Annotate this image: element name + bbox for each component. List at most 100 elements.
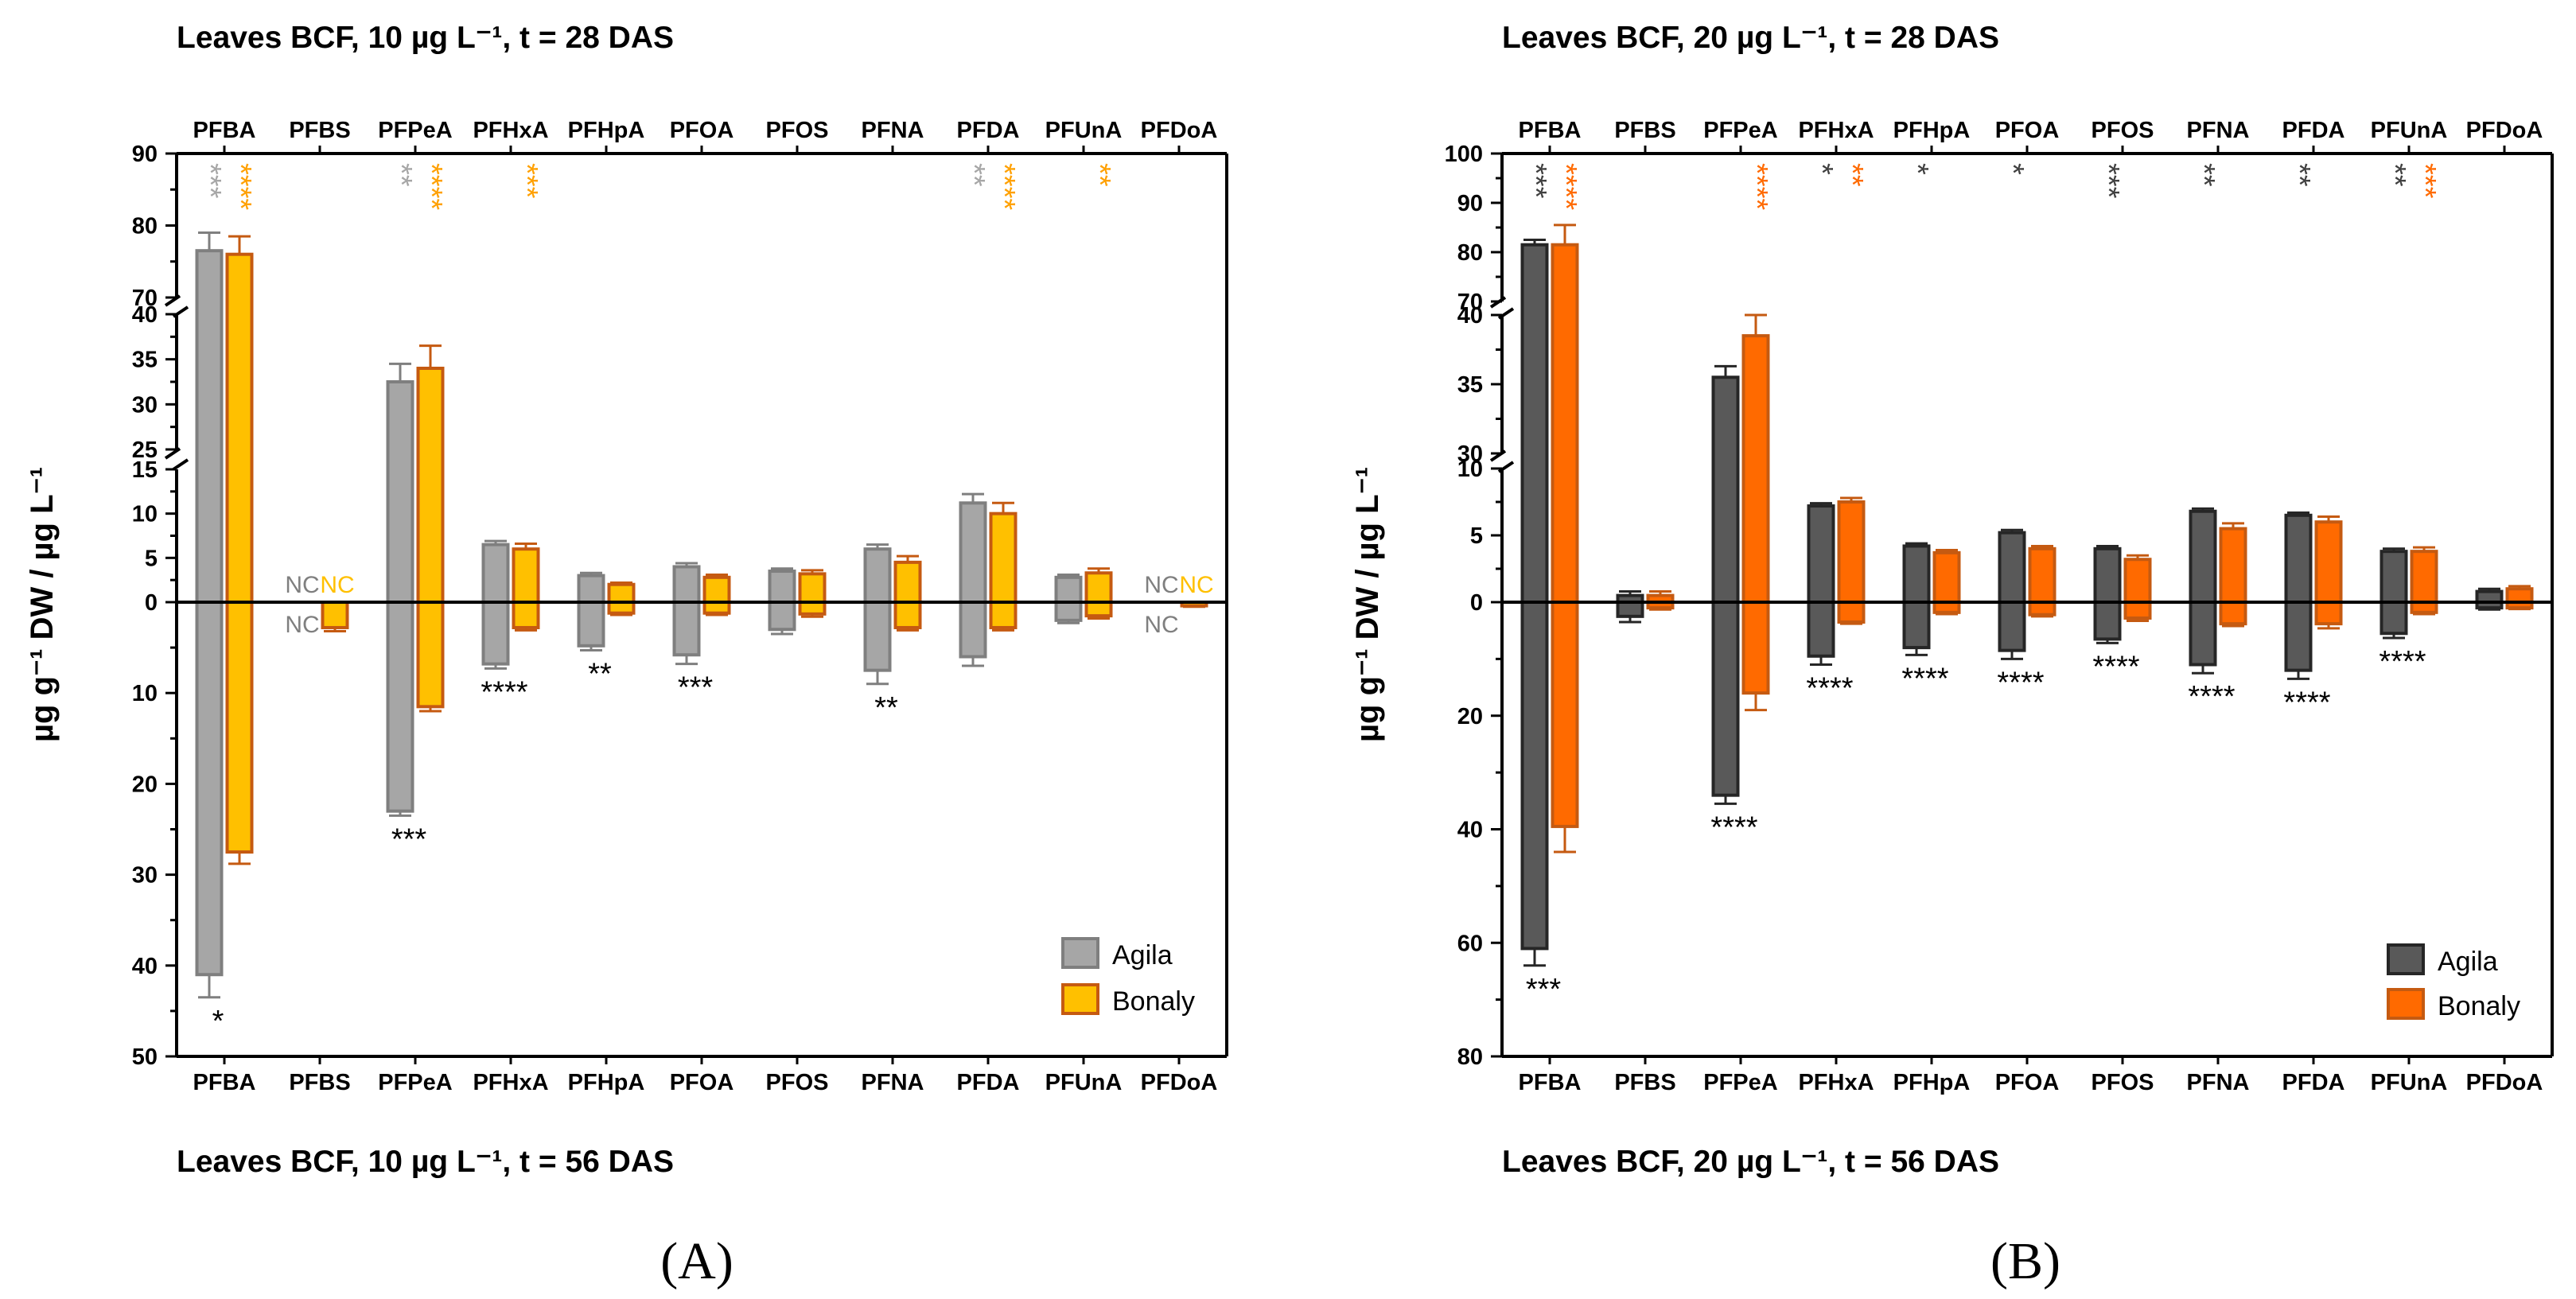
category-label-top: PFOA bbox=[1995, 118, 2060, 143]
category-label-top: PFBA bbox=[1519, 118, 1582, 143]
nc-label-up: NC bbox=[1179, 572, 1213, 598]
bar-bonaly-up bbox=[512, 547, 540, 605]
y-tick-label: 70 bbox=[132, 286, 158, 311]
bar-bonaly-up bbox=[1837, 500, 1866, 604]
category-label-top: PFNA bbox=[862, 118, 924, 143]
y-tick-label: 40 bbox=[1457, 303, 1483, 329]
significance-bottom: **** bbox=[1710, 811, 1757, 844]
category-label-top: PFBS bbox=[289, 118, 350, 143]
bar-bonaly-down bbox=[321, 601, 349, 629]
bar-agila-down bbox=[577, 601, 605, 648]
category-label-top: PFHpA bbox=[568, 118, 645, 143]
significance-bottom: **** bbox=[2283, 686, 2330, 719]
significance-top-bonaly: ** bbox=[1083, 163, 1116, 187]
significance-top-agila: *** bbox=[1519, 163, 1552, 199]
bar-bonaly-up bbox=[798, 572, 827, 605]
bar-agila-up bbox=[2189, 509, 2217, 605]
bar-bonaly-up bbox=[2219, 527, 2247, 604]
bar-bonaly-down bbox=[893, 601, 922, 629]
category-label-top: PFUnA bbox=[2371, 118, 2448, 143]
legend-swatch-bonaly bbox=[1061, 983, 1099, 1015]
panel-label: (A) bbox=[660, 1232, 733, 1290]
legend-label-bonaly: Bonaly bbox=[1112, 986, 1195, 1017]
legend-label-agila: Agila bbox=[2438, 947, 2498, 977]
y-tick-label: 30 bbox=[1457, 441, 1483, 467]
bar-bonaly-down bbox=[416, 601, 445, 709]
category-label-top: PFDA bbox=[957, 118, 1020, 143]
y-tick-label: 80 bbox=[132, 214, 158, 239]
nc-label-up: NC bbox=[1144, 572, 1178, 598]
category-label-bottom: PFBS bbox=[1614, 1070, 1675, 1095]
category-label-bottom: PFDoA bbox=[1141, 1070, 1218, 1095]
category-label-bottom: PFOS bbox=[766, 1070, 829, 1095]
axis-break-mark bbox=[1497, 461, 1515, 473]
legend-swatch-agila bbox=[2387, 943, 2425, 975]
bar-bonaly-up bbox=[702, 575, 731, 604]
bar-agila-up bbox=[672, 565, 701, 605]
bar-agila-down bbox=[1998, 601, 2026, 652]
bar-agila-up bbox=[1998, 531, 2026, 605]
bar-bonaly-down bbox=[1741, 601, 1770, 695]
significance-bottom: ** bbox=[588, 658, 612, 691]
significance-bottom: *** bbox=[678, 671, 714, 705]
bar-agila-up bbox=[577, 574, 605, 604]
bar-bonaly-up bbox=[607, 582, 636, 605]
bar-bonaly-up bbox=[2314, 520, 2343, 605]
y-tick-label: 35 bbox=[1457, 372, 1483, 398]
bar-bonaly-up bbox=[989, 511, 1018, 605]
bar-bonaly-up bbox=[416, 367, 445, 604]
significance-top-agila: *** bbox=[2092, 163, 2125, 199]
category-label-bottom: PFDoA bbox=[2466, 1070, 2543, 1095]
significance-bottom: **** bbox=[2092, 650, 2139, 683]
significance-top-bonaly: **** bbox=[987, 163, 1021, 210]
y-tick-label: 10 bbox=[132, 681, 158, 706]
y-tick-label: 40 bbox=[132, 302, 158, 328]
bar-bonaly-up bbox=[2505, 587, 2534, 605]
significance-bottom: *** bbox=[1526, 973, 1562, 1006]
bar-bonaly-up bbox=[2028, 546, 2057, 604]
category-label-bottom: PFBA bbox=[193, 1070, 256, 1095]
significance-top-agila: * bbox=[1996, 163, 2029, 175]
significance-bottom: **** bbox=[2188, 680, 2235, 714]
significance-bottom: **** bbox=[1806, 672, 1853, 706]
bar-agila-down bbox=[672, 601, 701, 657]
bar-agila-up bbox=[195, 249, 224, 604]
y-tick-label: 0 bbox=[145, 590, 158, 616]
category-label-top: PFBA bbox=[193, 118, 256, 143]
y-tick-label: 40 bbox=[1457, 818, 1483, 843]
y-axis-label: µg g⁻¹ DW / µg L⁻¹ bbox=[1350, 467, 1385, 742]
chart-title-bottom: Leaves BCF, 20 µg L⁻¹, t = 56 DAS bbox=[1502, 1145, 1999, 1179]
bar-agila-down bbox=[863, 601, 892, 672]
significance-top-agila: ** bbox=[2282, 163, 2316, 187]
category-label-bottom: PFUnA bbox=[2371, 1070, 2448, 1095]
bar-bonaly-down bbox=[2219, 601, 2247, 626]
nc-label-up: NC bbox=[320, 572, 354, 598]
category-label-top: PFNA bbox=[2187, 118, 2250, 143]
significance-top-bonaly: **** bbox=[1549, 163, 1582, 210]
category-label-top: PFOS bbox=[766, 118, 829, 143]
category-label-top: PFPeA bbox=[1703, 118, 1778, 143]
bar-agila-down bbox=[1520, 601, 1549, 951]
category-label-bottom: PFHpA bbox=[1893, 1070, 1971, 1095]
category-label-top: PFHxA bbox=[1798, 118, 1874, 143]
y-tick-label: 100 bbox=[1445, 142, 1483, 167]
category-label-top: PFOA bbox=[670, 118, 734, 143]
significance-top-bonaly: *** bbox=[2408, 163, 2442, 199]
category-label-top: PFDoA bbox=[1141, 118, 1218, 143]
significance-top-bonaly: ** bbox=[1835, 163, 1869, 187]
category-label-top: PFHpA bbox=[1893, 118, 1971, 143]
y-tick-label: 60 bbox=[1457, 931, 1483, 956]
bar-agila-up bbox=[1054, 575, 1083, 604]
bar-agila-down bbox=[1711, 601, 1740, 797]
bar-agila-down bbox=[2093, 601, 2122, 641]
bar-agila-down bbox=[386, 601, 414, 813]
bar-bonaly-down bbox=[798, 601, 827, 616]
bar-agila-up bbox=[863, 547, 892, 605]
bar-bonaly-up bbox=[1084, 571, 1113, 605]
y-tick-label: 15 bbox=[132, 457, 158, 483]
category-label-top: PFDoA bbox=[2466, 118, 2543, 143]
legend-label-agila: Agila bbox=[1112, 940, 1173, 970]
category-label-top: PFUnA bbox=[1045, 118, 1123, 143]
bar-agila-up bbox=[1807, 504, 1835, 604]
bar-bonaly-down bbox=[607, 601, 636, 615]
